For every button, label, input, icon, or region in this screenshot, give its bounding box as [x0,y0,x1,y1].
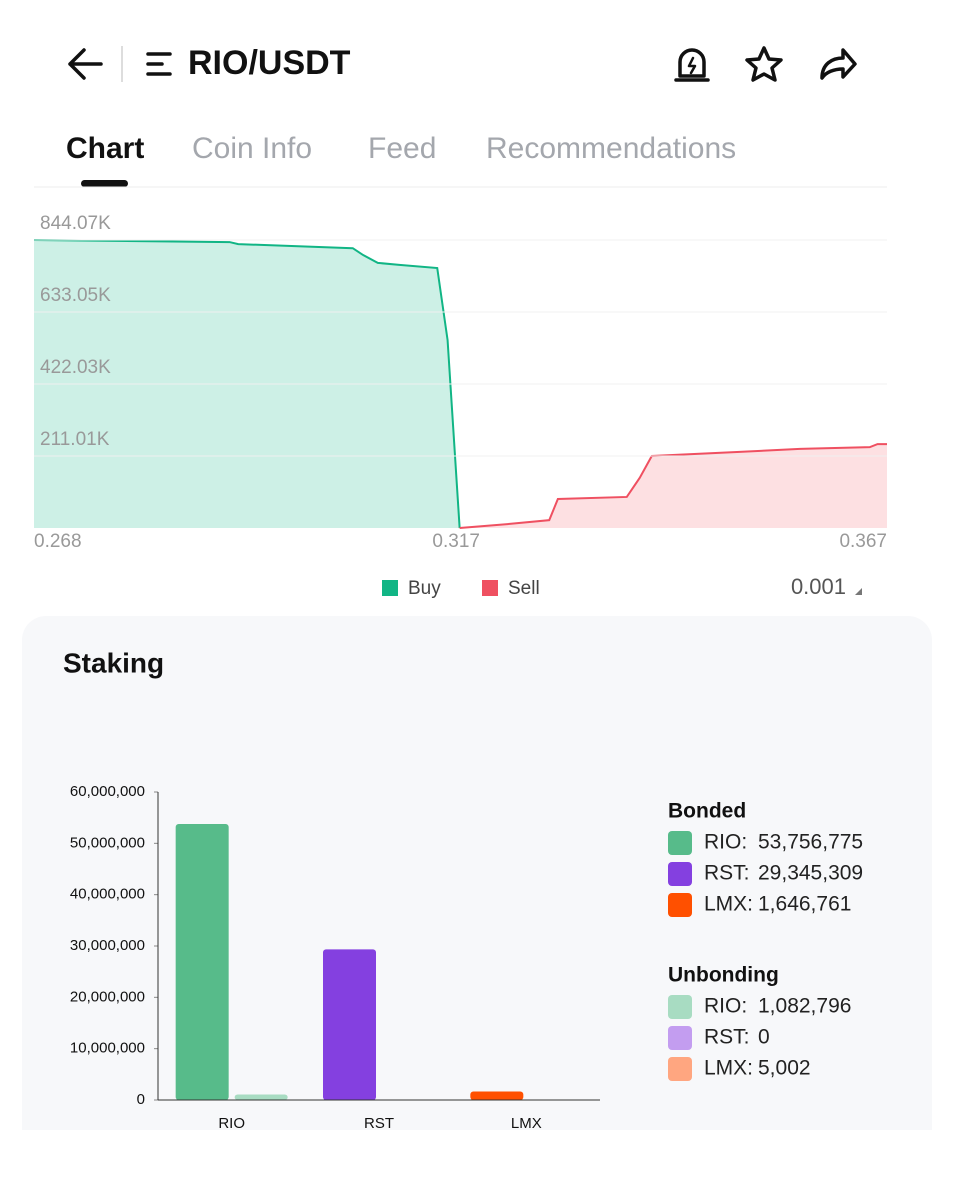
legend-swatch [668,995,692,1019]
legend-label: LMX: [704,893,753,916]
y-tick-label: 0 [137,1091,145,1108]
card-clip [0,1130,960,1200]
depth-area [459,444,887,528]
legend-label: RST: [704,1026,750,1049]
legend-label: Sell [508,578,540,599]
legend-title: Bonded [668,800,746,823]
menu-button[interactable] [146,52,172,76]
staking-card [22,616,932,1156]
y-tick-label: 20,000,000 [70,988,145,1005]
legend-value: 0 [758,1026,770,1049]
pair-title: RIO/USDT [188,44,351,82]
bar [175,824,229,1100]
tab-indicator [81,180,128,187]
y-tick-label: 40,000,000 [70,886,145,903]
y-tick-label: 844.07K [40,213,111,234]
dropdown-arrow [855,588,862,595]
x-tick-label: 0.317 [432,531,480,552]
alert-button[interactable] [674,48,710,82]
legend-value: 53,756,775 [758,831,863,854]
depth-line [33,239,461,529]
legend-swatch [668,893,692,917]
legend-label: RIO: [704,995,747,1018]
card-title: Staking [63,647,164,678]
y-tick-label: 60,000,000 [70,783,145,800]
tab[interactable]: Feed [368,132,436,165]
y-tick-label: 30,000,000 [70,937,145,954]
share-button[interactable] [820,48,857,80]
legend-value: 29,345,309 [758,862,863,885]
staking-chart: 0 10,000,000 20,000,000 30,000,000 40,000,00… [70,783,863,1132]
tab[interactable]: Recommendations [486,132,736,165]
precision-selector[interactable]: 0.001 [791,574,846,599]
tab[interactable]: Coin Info [192,132,312,165]
depth-line [459,443,887,529]
legend-swatch [482,580,498,596]
legend-swatch [668,831,692,855]
x-tick-label: RIO [218,1115,245,1132]
y-tick-label: 50,000,000 [70,834,145,851]
x-tick-label: LMX [511,1115,542,1132]
legend-title: Unbonding [668,964,779,987]
legend-swatch [668,1026,692,1050]
legend-swatch [668,862,692,886]
y-tick-label: 633.05K [40,285,111,306]
legend-swatch [382,580,398,596]
y-tick-label: 211.01K [40,429,110,450]
favorite-button[interactable] [745,46,783,82]
legend-label: Buy [408,578,441,599]
tab[interactable]: Chart [66,132,144,165]
bar [470,1091,524,1100]
legend-label: RST: [704,862,750,885]
y-tick-label: 422.03K [40,357,111,378]
legend-value: 1,082,796 [758,995,851,1018]
y-tick-label: 10,000,000 [70,1040,145,1057]
legend-value: 1,646,761 [758,893,851,916]
bar [234,1094,288,1100]
legend-value: 5,002 [758,1057,811,1080]
x-tick-label: 0.268 [34,531,82,552]
legend-label: RIO: [704,831,747,854]
x-tick-label: RST [364,1115,394,1132]
depth-chart: Buy Sell 211.01K 422.03K 633.05K 844.07K 0.268… [33,213,887,599]
legend-swatch [668,1057,692,1081]
bar [323,949,376,1100]
x-tick-label: 0.367 [839,531,887,552]
back-button[interactable] [68,48,103,80]
legend-label: LMX: [704,1057,753,1080]
